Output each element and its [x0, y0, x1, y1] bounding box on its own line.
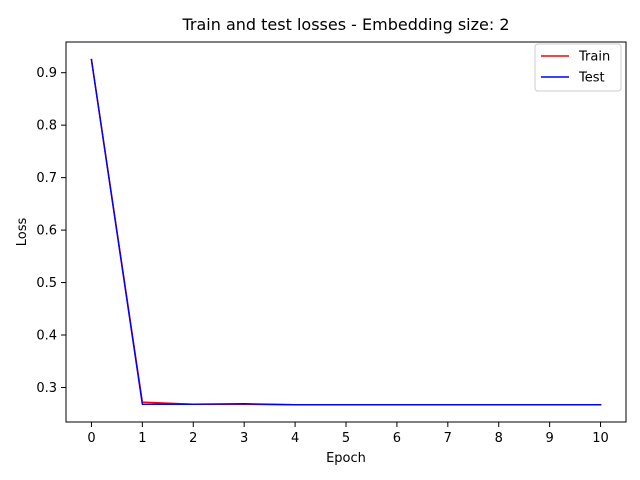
legend: Train Test: [534, 43, 622, 92]
y-tick-label: 0.7: [36, 171, 57, 186]
x-tick-label: 1: [138, 431, 146, 446]
y-tick-label: 0.3: [36, 381, 57, 396]
x-tick-label: 3: [240, 431, 248, 446]
x-tick-label: 2: [189, 431, 197, 446]
x-tick-label: 4: [291, 431, 299, 446]
y-tick-label: 0.8: [36, 119, 57, 134]
y-tick-label: 0.4: [36, 329, 57, 344]
y-axis-label: Loss: [15, 218, 30, 247]
x-tick-label: 8: [495, 431, 503, 446]
plot-area: [66, 42, 626, 422]
plot-frame: [65, 41, 627, 423]
x-tick-label: 0: [87, 431, 95, 446]
x-tick-label: 5: [342, 431, 350, 446]
chart-title: Train and test losses - Embedding size: …: [181, 15, 509, 34]
y-tick-label: 0.5: [36, 276, 57, 291]
series-lines: [90, 58, 602, 406]
x-axis-label: Epoch: [326, 451, 366, 466]
x-tick-label: 7: [444, 431, 452, 446]
x-tick-label: 6: [393, 431, 401, 446]
y-axis: 0.3 0.4 0.5 0.6 0.7 0.8 0.9: [36, 66, 66, 396]
x-axis: 0 1 2 3 4 5 6 7 8 9 10: [87, 422, 609, 446]
x-tick-label: 9: [545, 431, 553, 446]
series-line-test: [90, 58, 602, 406]
y-tick-label: 0.6: [36, 224, 57, 239]
y-tick-label: 0.9: [36, 66, 57, 81]
legend-label-train: Train: [578, 50, 610, 65]
legend-label-test: Test: [578, 71, 605, 86]
x-tick-label: 10: [592, 431, 609, 446]
